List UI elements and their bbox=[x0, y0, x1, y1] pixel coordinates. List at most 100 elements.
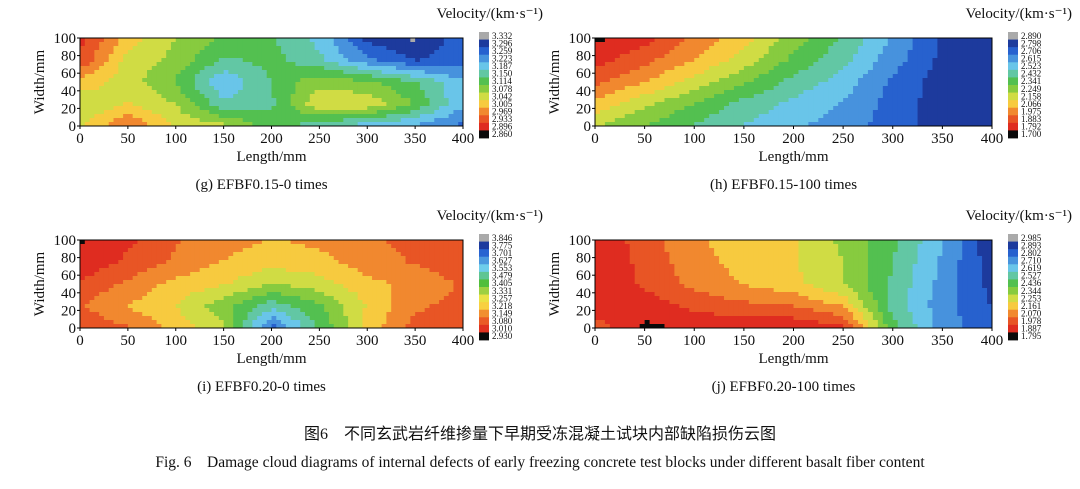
heat-cell bbox=[271, 284, 277, 289]
heat-cell bbox=[271, 240, 277, 245]
heat-cell bbox=[290, 264, 297, 269]
heat-cell bbox=[80, 86, 86, 91]
heat-cell bbox=[897, 62, 904, 67]
heat-cell bbox=[386, 78, 392, 83]
heat-cell bbox=[103, 240, 110, 245]
heat-cell bbox=[773, 46, 780, 51]
heat-cell bbox=[170, 256, 177, 261]
heat-cell bbox=[290, 86, 297, 91]
heat-cell bbox=[127, 288, 134, 293]
heat-cell bbox=[448, 46, 455, 51]
heat-cell bbox=[902, 62, 909, 67]
heat-cell bbox=[281, 94, 287, 99]
heat-cell bbox=[823, 78, 829, 83]
heat-cell bbox=[714, 70, 720, 75]
heat-cell bbox=[892, 46, 899, 51]
heat-cell bbox=[276, 264, 282, 269]
heat-cell bbox=[872, 86, 879, 91]
heat-cell bbox=[352, 38, 359, 43]
heat-cell bbox=[118, 70, 124, 75]
heat-cell bbox=[937, 102, 943, 107]
x-tick-label: 0 bbox=[591, 131, 599, 147]
heat-cell bbox=[357, 280, 364, 285]
y-tick-label: 40 bbox=[61, 84, 76, 100]
heat-cell bbox=[410, 288, 416, 293]
heat-cell bbox=[204, 284, 210, 289]
heat-cell bbox=[694, 98, 700, 103]
heat-cell bbox=[309, 82, 316, 87]
x-tick-label: 150 bbox=[733, 131, 756, 147]
heat-cell bbox=[599, 90, 606, 95]
heat-cell bbox=[295, 42, 301, 47]
heat-cell bbox=[748, 90, 755, 95]
heat-cell bbox=[324, 114, 330, 119]
heat-cell bbox=[763, 66, 770, 71]
heat-cell bbox=[175, 284, 182, 289]
heat-cell bbox=[912, 98, 919, 103]
heat-cell bbox=[94, 66, 100, 71]
heat-cell bbox=[818, 62, 824, 67]
heat-cell bbox=[237, 54, 244, 59]
heat-cell bbox=[699, 54, 705, 59]
heat-cell bbox=[719, 70, 725, 75]
heat-cell bbox=[372, 280, 378, 285]
heat-cell bbox=[808, 66, 814, 71]
heat-cell bbox=[907, 38, 914, 43]
heat-cell bbox=[309, 90, 316, 95]
heat-cell bbox=[257, 78, 263, 83]
heat-cell bbox=[281, 118, 287, 123]
heat-cell bbox=[137, 284, 143, 289]
heat-cell bbox=[285, 54, 292, 59]
heat-cell bbox=[704, 110, 710, 115]
heat-cell bbox=[391, 296, 397, 301]
heat-cell bbox=[261, 292, 268, 297]
heat-cell bbox=[778, 74, 785, 79]
heat-cell bbox=[395, 98, 402, 103]
heat-cell bbox=[828, 50, 834, 55]
heat-cell bbox=[858, 46, 864, 51]
heat-cell bbox=[319, 82, 325, 87]
heat-cell bbox=[142, 300, 148, 305]
heat-cell bbox=[223, 86, 230, 91]
heat-cell bbox=[199, 292, 206, 297]
heat-cell bbox=[147, 94, 153, 99]
heat-cell bbox=[328, 248, 335, 253]
heat-cell bbox=[803, 58, 809, 63]
heat-cell bbox=[305, 110, 311, 115]
heat-cell bbox=[84, 74, 91, 79]
heat-cell bbox=[228, 256, 234, 261]
heat-cell bbox=[453, 106, 459, 111]
heat-cell bbox=[862, 62, 869, 67]
heat-cell bbox=[103, 268, 110, 273]
heat-cell bbox=[328, 78, 335, 83]
heat-cell bbox=[367, 50, 373, 55]
heat-cell bbox=[982, 90, 988, 95]
heat-cell bbox=[180, 296, 186, 301]
heat-cell bbox=[290, 244, 297, 249]
heat-cell bbox=[599, 102, 606, 107]
heat-cell bbox=[803, 98, 809, 103]
heat-cell bbox=[763, 86, 770, 91]
heat-cell bbox=[132, 82, 139, 87]
heat-cell bbox=[372, 106, 378, 111]
heat-cell bbox=[773, 122, 780, 126]
heat-cell bbox=[123, 38, 129, 43]
heat-cell bbox=[99, 252, 105, 257]
heat-cell bbox=[266, 244, 273, 249]
heat-cell bbox=[185, 272, 191, 277]
heat-cell bbox=[228, 38, 234, 43]
heat-cell bbox=[386, 114, 392, 119]
heat-cell bbox=[599, 106, 606, 111]
heat-cell bbox=[89, 106, 95, 111]
heat-cell bbox=[175, 78, 182, 83]
heat-cell bbox=[381, 256, 387, 261]
heat-cell bbox=[352, 102, 359, 107]
heat-cell bbox=[209, 296, 215, 301]
heat-cell bbox=[798, 58, 805, 63]
heat-cell bbox=[376, 110, 383, 115]
heat-cell bbox=[818, 70, 824, 75]
heat-cell bbox=[185, 42, 191, 47]
heat-cell bbox=[194, 62, 201, 67]
heat-cell bbox=[228, 304, 234, 309]
heat-cell bbox=[180, 304, 186, 309]
